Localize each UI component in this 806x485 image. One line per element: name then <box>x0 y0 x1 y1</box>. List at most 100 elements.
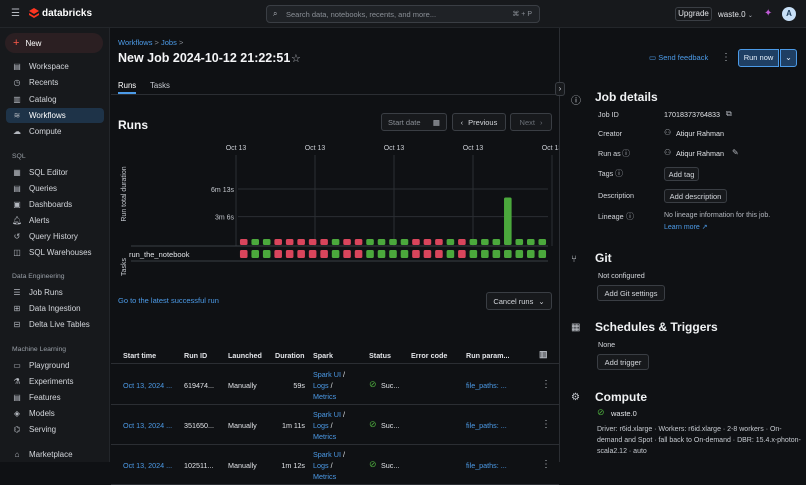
add-tag-button[interactable]: Add tag <box>664 167 699 181</box>
sidebar-item-workflows[interactable]: ≋ Workflows <box>6 108 104 123</box>
external-link-icon: ↗ <box>701 224 708 231</box>
metrics-link[interactable]: Metrics <box>313 392 337 401</box>
run-params-link[interactable]: file_paths: ... <box>466 421 507 430</box>
collapse-panel-button[interactable]: › <box>555 82 565 96</box>
sidebar-item-job-runs[interactable]: ☰ Job Runs <box>6 285 104 300</box>
column-header[interactable]: Run ID <box>184 351 208 360</box>
start-time-link[interactable]: Oct 13, 2024 ... <box>123 381 173 390</box>
sidebar-item-sql-editor[interactable]: ▦ SQL Editor <box>6 165 104 180</box>
spark-ui-link[interactable]: Spark UI <box>313 450 341 459</box>
sidebar-item-compute[interactable]: ☁ Compute <box>6 124 104 139</box>
plus-icon: + <box>13 37 20 49</box>
learn-more-link[interactable]: Learn more ↗ <box>664 223 708 231</box>
panel-divider[interactable] <box>559 28 560 462</box>
sidebar-item-label: Workspace <box>29 62 69 71</box>
latest-successful-run-link[interactable]: Go to the latest successful run <box>118 296 219 305</box>
start-time-link[interactable]: Oct 13, 2024 ... <box>123 421 173 430</box>
run-duration-bar <box>389 239 397 245</box>
bell-icon: 🔔︎ <box>12 216 23 225</box>
spark-ui-link[interactable]: Spark UI <box>313 370 341 379</box>
run-now-dropdown-button[interactable]: ⌄ <box>780 49 797 67</box>
workspace-switcher[interactable]: waste.0 ⌄ <box>718 10 753 19</box>
run-duration-bar <box>492 239 501 245</box>
sidebar-item-marketplace[interactable]: ⌂ Marketplace <box>6 447 104 462</box>
info-icon[interactable]: ⓘ <box>615 169 623 178</box>
run-params-link[interactable]: file_paths: ... <box>466 381 507 390</box>
tags-label: Tags <box>598 169 614 178</box>
metrics-link[interactable]: Metrics <box>313 432 337 441</box>
more-vertical-icon[interactable]: ⋮ <box>541 419 551 430</box>
search-bar[interactable]: ⌕ Search data, notebooks, recents, and m… <box>266 5 540 23</box>
star-icon[interactable]: ☆ <box>291 53 301 65</box>
run-duration-bar <box>538 239 547 245</box>
tab-runs[interactable]: Runs <box>118 81 137 90</box>
sidebar-item-serving[interactable]: ⌬ Serving <box>6 422 104 437</box>
info-icon[interactable]: ⓘ <box>622 149 630 158</box>
column-header[interactable]: Duration <box>275 351 305 360</box>
logs-link[interactable]: Logs <box>313 421 329 430</box>
spark-ui-link[interactable]: Spark UI <box>313 410 341 419</box>
kebab-menu-icon[interactable]: ⋮ <box>721 52 731 63</box>
schedules-value: None <box>598 340 616 349</box>
table-row[interactable]: Oct 13, 2024 ... 102511... Manually 1m 1… <box>111 445 559 485</box>
sidebar-item-workspace[interactable]: ▤ Workspace <box>6 59 104 74</box>
sidebar-item-experiments[interactable]: ⚗ Experiments <box>6 374 104 389</box>
next-button[interactable]: Next › <box>510 113 552 131</box>
logs-link[interactable]: Logs <box>313 381 329 390</box>
sidebar-item-query-history[interactable]: ↺ Query History <box>6 229 104 244</box>
sidebar-item-sql-warehouses[interactable]: ◫ SQL Warehouses <box>6 245 104 260</box>
sidebar-item-recents[interactable]: ◷ Recents <box>6 75 104 90</box>
run-params-link[interactable]: file_paths: ... <box>466 461 507 470</box>
start-date-picker[interactable]: Start date ▦ <box>381 113 447 131</box>
cancel-runs-button[interactable]: Cancel runs ⌄ <box>486 292 552 310</box>
menu-icon[interactable]: ☰ <box>11 8 20 19</box>
sidebar-item-alerts[interactable]: 🔔︎ Alerts <box>6 213 104 228</box>
info-icon[interactable]: ⓘ <box>626 212 634 221</box>
brand-name[interactable]: databricks <box>42 8 93 19</box>
column-header[interactable]: Launched <box>228 351 262 360</box>
column-header[interactable]: Start time <box>123 351 157 360</box>
run-now-button[interactable]: Run now <box>738 49 779 67</box>
sidebar-item-delta-live-tables[interactable]: ⊟ Delta Live Tables <box>6 317 104 332</box>
send-feedback-button[interactable]: ▭ Send feedback <box>649 53 708 62</box>
table-row[interactable]: Oct 13, 2024 ... 351650... Manually 1m 1… <box>111 405 559 445</box>
start-time-link[interactable]: Oct 13, 2024 ... <box>123 461 173 470</box>
assistant-sparkle-icon[interactable]: ✦ <box>764 8 773 19</box>
breadcrumb-separator: > <box>154 38 162 47</box>
sidebar-item-dashboards[interactable]: ▣ Dashboards <box>6 197 104 212</box>
sidebar-item-catalog[interactable]: ▥ Catalog <box>6 92 104 107</box>
avatar[interactable]: A <box>782 7 796 21</box>
compute-name[interactable]: waste.0 <box>611 409 637 418</box>
logs-link[interactable]: Logs <box>313 461 329 470</box>
pencil-icon[interactable]: ✎ <box>732 148 739 157</box>
sidebar-item-playground[interactable]: ▭ Playground <box>6 358 104 373</box>
more-vertical-icon[interactable]: ⋮ <box>541 379 551 390</box>
info-icon: ⓘ <box>571 96 581 107</box>
sidebar-item-data-ingestion[interactable]: ⊞ Data Ingestion <box>6 301 104 316</box>
previous-button[interactable]: ‹ Previous <box>452 113 506 131</box>
run-duration-bar <box>412 239 420 245</box>
new-label: New <box>25 38 42 48</box>
sidebar-item-features[interactable]: ▤ Features <box>6 390 104 405</box>
run-duration-bar <box>400 239 409 245</box>
copy-icon[interactable]: ⧉ <box>726 109 732 118</box>
table-row[interactable]: Oct 13, 2024 ... 619474... Manually 59s … <box>111 365 559 405</box>
add-trigger-button[interactable]: Add trigger <box>597 354 649 370</box>
sidebar-item-queries[interactable]: ▤ Queries <box>6 181 104 196</box>
column-header[interactable]: Spark <box>313 351 333 360</box>
breadcrumb-workflows[interactable]: Workflows <box>118 38 153 47</box>
sidebar-item-models[interactable]: ◈ Models <box>6 406 104 421</box>
column-header[interactable]: Run param... <box>466 351 510 360</box>
column-header[interactable]: Error code <box>411 351 448 360</box>
tab-tasks[interactable]: Tasks <box>150 81 170 90</box>
column-header[interactable]: Status <box>369 351 391 360</box>
new-button[interactable]: + New <box>5 33 103 53</box>
add-git-settings-button[interactable]: Add Git settings <box>597 285 665 301</box>
metrics-link[interactable]: Metrics <box>313 472 337 481</box>
more-vertical-icon[interactable]: ⋮ <box>541 459 551 470</box>
add-description-button[interactable]: Add description <box>664 189 727 203</box>
history-icon: ↺ <box>13 232 21 241</box>
breadcrumb-jobs[interactable]: Jobs <box>161 38 177 47</box>
columns-settings-icon[interactable]: ▥ <box>539 349 548 359</box>
upgrade-button[interactable]: Upgrade <box>675 7 712 21</box>
